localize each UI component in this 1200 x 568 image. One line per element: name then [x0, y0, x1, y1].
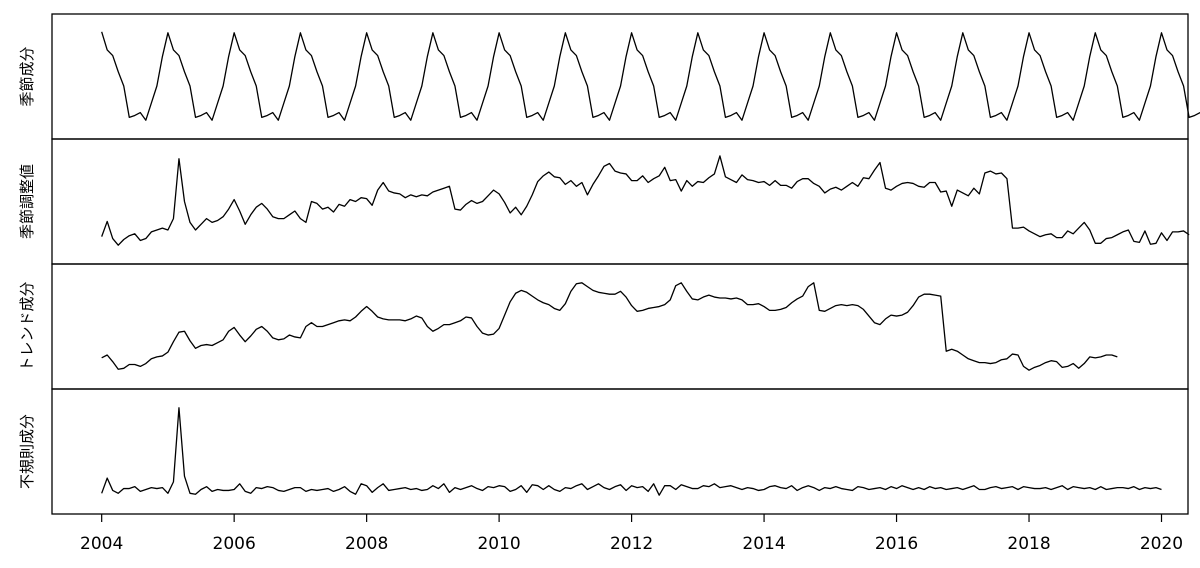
panel-irregular: 不規則成分	[18, 388, 1189, 515]
panel-trend: トレンド成分	[18, 263, 1189, 390]
x-axis: 2004 2006 2008 2010 2012 2014 2016 2018 2020	[80, 514, 1183, 554]
panel-label-seasonal: 季節成分	[18, 46, 36, 106]
series-line-seasonally-adjusted	[101, 155, 1190, 246]
series-line-irregular	[101, 407, 1162, 496]
panel-seasonally-adjusted: 季節調整値	[18, 138, 1190, 265]
x-tick-label: 2008	[345, 534, 388, 554]
x-tick-label: 2012	[610, 534, 653, 554]
x-tick-label: 2004	[80, 534, 123, 554]
panel-frame	[51, 138, 1189, 265]
series-line-seasonal	[101, 31, 1200, 121]
panel-frame	[51, 13, 1189, 140]
panel-label-irregular: 不規則成分	[18, 414, 36, 489]
x-tick-label: 2010	[477, 534, 520, 554]
x-tick-label: 2020	[1140, 534, 1183, 554]
panel-frame	[51, 388, 1189, 515]
panel-label-trend: トレンド成分	[18, 281, 36, 371]
panel-seasonal: 季節成分	[18, 13, 1200, 140]
x-tick-label: 2006	[213, 534, 256, 554]
panel-frame	[51, 263, 1189, 390]
x-tick-label: 2016	[875, 534, 918, 554]
x-tick-label: 2018	[1007, 534, 1050, 554]
panel-label-seasonally-adjusted: 季節調整値	[18, 164, 36, 239]
x-tick-label: 2014	[742, 534, 785, 554]
series-line-trend	[101, 282, 1118, 371]
